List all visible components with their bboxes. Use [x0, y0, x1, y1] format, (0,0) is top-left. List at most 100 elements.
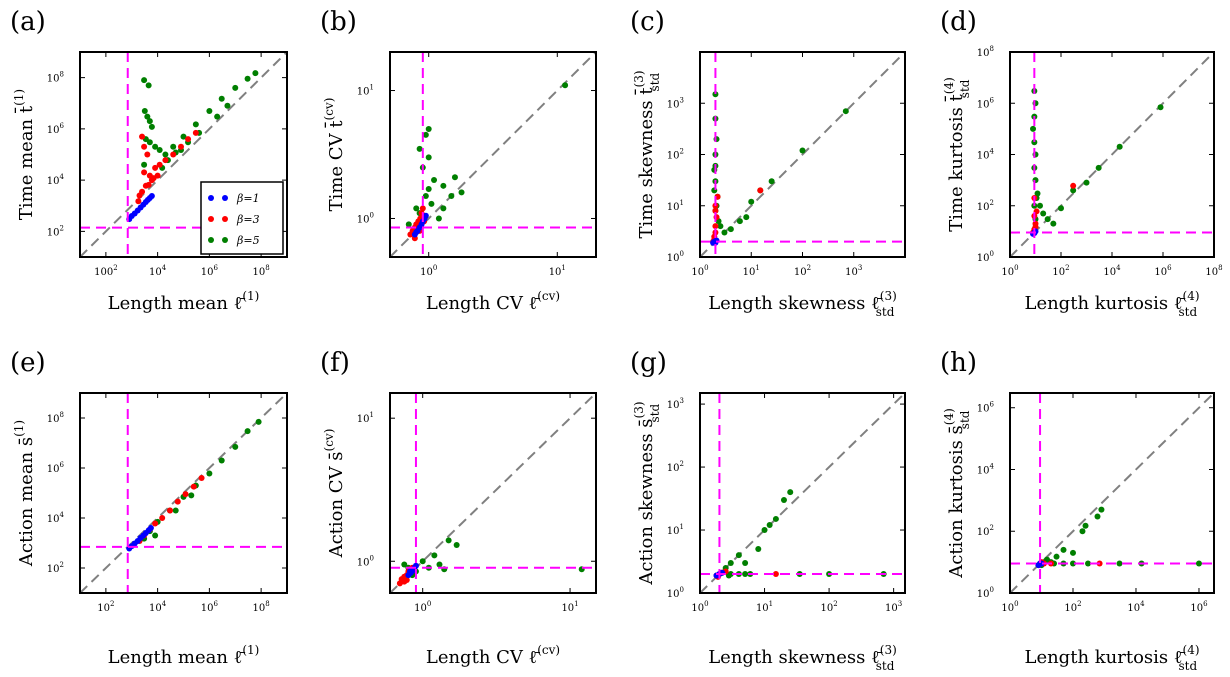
series-beta1	[710, 237, 720, 246]
data-point	[224, 102, 231, 109]
x-tick-label: 108	[253, 600, 270, 614]
data-point	[416, 145, 423, 152]
plot-area	[1010, 393, 1214, 593]
data-point	[141, 143, 148, 150]
data-point	[727, 559, 734, 566]
x-tick-label: 103	[845, 264, 862, 278]
data-point	[425, 154, 432, 161]
y-tick-label: 102	[47, 561, 64, 575]
data-point	[406, 568, 413, 575]
data-point	[148, 123, 155, 130]
x-tick-label: 103	[885, 600, 902, 614]
y-tick-label: 106	[977, 401, 995, 415]
x-tick-label: 101	[561, 600, 578, 614]
x-tick-label: 101	[743, 264, 760, 278]
y-tick-label: 101	[667, 199, 684, 213]
data-point	[192, 129, 199, 136]
data-point	[712, 91, 719, 98]
legend-marker	[208, 237, 214, 243]
data-point	[436, 561, 443, 568]
data-point	[1034, 190, 1041, 197]
data-point	[1036, 202, 1043, 209]
data-point	[139, 133, 146, 140]
data-point	[727, 226, 734, 233]
data-point	[232, 443, 239, 450]
legend-marker	[208, 195, 214, 201]
diagonal-line	[80, 52, 287, 257]
plot-area	[80, 52, 287, 257]
data-point	[780, 496, 787, 503]
series-beta5	[141, 70, 259, 171]
y-axis-label: Time CV t̄(cv)	[322, 98, 347, 212]
data-point	[150, 175, 157, 182]
x-tick-label: 102	[1064, 600, 1081, 614]
x-axis-label: Length skewness ℓ̄(3) std	[708, 289, 897, 319]
data-point	[145, 82, 152, 89]
x-tick-label: 108	[1205, 264, 1222, 278]
data-point	[743, 214, 750, 221]
data-point	[755, 545, 762, 552]
data-point	[742, 559, 749, 566]
x-tick-label: 1002	[94, 264, 118, 278]
data-point	[451, 174, 458, 181]
data-point	[177, 143, 184, 150]
data-point	[422, 212, 429, 219]
plot-area	[390, 393, 596, 593]
x-tick-label: 100	[420, 264, 437, 278]
data-point	[428, 200, 435, 207]
data-point	[214, 113, 221, 120]
y-tick-label: 104	[977, 462, 995, 476]
plot-area	[700, 393, 905, 593]
data-point	[148, 193, 155, 200]
legend-label: β=1	[236, 192, 260, 205]
data-point	[1157, 104, 1164, 111]
data-point	[232, 84, 239, 91]
y-axis-label: Action kurtosis s̄(4) std	[942, 408, 972, 579]
panel-4: 102 104 106 108 102 104 106 108 (e) Length mean ℓ…	[10, 348, 288, 668]
data-point	[185, 136, 192, 143]
data-point	[180, 133, 187, 140]
y-tick-label: 108	[47, 71, 64, 85]
data-point	[713, 136, 720, 143]
data-point	[757, 187, 764, 194]
data-point	[141, 161, 148, 168]
x-tick-label: 100	[691, 600, 708, 614]
data-point	[425, 185, 432, 192]
data-point	[141, 169, 148, 176]
series-beta5	[401, 537, 585, 579]
data-point	[152, 164, 159, 171]
data-point	[172, 507, 179, 514]
legend-label: β=3	[236, 213, 260, 226]
data-point	[1044, 216, 1051, 223]
x-tick-label: 106	[201, 264, 219, 278]
data-point	[431, 552, 438, 559]
data-point	[448, 192, 455, 199]
x-tick-label: 104	[1127, 600, 1145, 614]
data-point	[458, 189, 465, 196]
data-point	[244, 75, 251, 82]
panel-label: (e)	[10, 348, 46, 378]
y-tick-label: 100	[977, 250, 994, 264]
data-point	[170, 151, 177, 158]
data-point	[435, 215, 442, 222]
data-point	[156, 161, 163, 168]
data-point	[799, 147, 806, 154]
data-point	[413, 205, 420, 212]
axes-frame	[79, 51, 288, 258]
data-point	[748, 198, 755, 205]
legend: β=1 β=3 β=5	[200, 181, 284, 255]
data-point	[252, 70, 259, 77]
data-point	[766, 522, 773, 529]
data-point	[842, 108, 849, 115]
data-point	[725, 572, 732, 579]
data-point	[772, 515, 779, 522]
data-point	[1116, 560, 1123, 567]
data-point	[721, 229, 728, 236]
axes-frame	[389, 51, 597, 258]
data-point	[1030, 125, 1037, 132]
panel-1: 100 101 100 101 (b) Length CV ℓ̄(cv) Time CV t…	[320, 7, 597, 314]
series-beta3	[710, 187, 764, 245]
y-tick-label: 106	[47, 122, 65, 136]
data-point	[712, 223, 719, 230]
